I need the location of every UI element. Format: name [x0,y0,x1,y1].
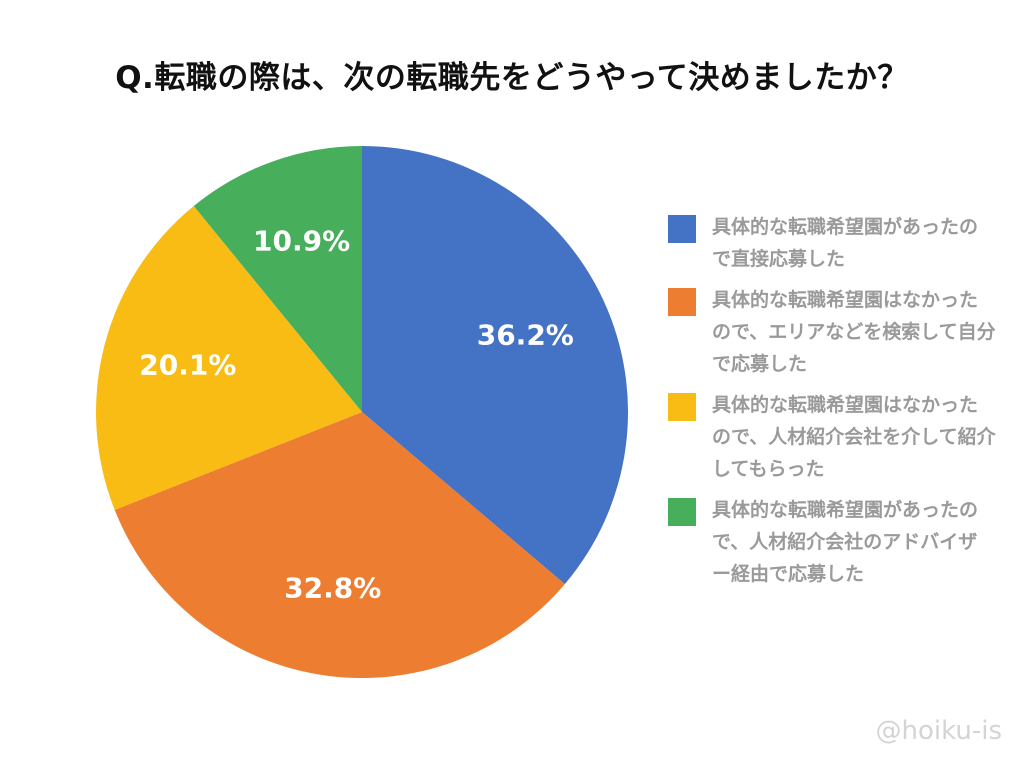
legend-swatch [668,498,696,526]
chart-title: Q.転職の際は、次の転職先をどうやって決めましたか？ [115,60,909,96]
legend-label: 具体的な転職希望園はなかったので、人材紹介会社を介して紹介してもらった [712,394,996,480]
pie-labels: 36.2% 32.8% 20.1% 10.9% [139,225,574,605]
legend-swatch [668,393,696,421]
slice-value-label: 10.9% [253,225,350,258]
pie-slice [362,146,629,585]
watermark: @hoiku-is [875,716,1003,746]
legend-item: 具体的な転職希望園はなかったので、エリアなどを検索して自分で応募した [668,284,1008,380]
legend-label: 具体的な転職希望園はなかったので、エリアなどを検索して自分で応募した [712,289,996,375]
legend-label: 具体的な転職希望園があったので直接応募した [712,216,979,270]
pie-slice [96,205,362,510]
slice-value-label: 36.2% [477,318,574,351]
legend-label: 具体的な転職希望園があったので、人材紹介会社のアドバイザー経由で応募した [712,499,979,585]
legend-item: 具体的な転職希望園はなかったので、人材紹介会社を介して紹介してもらった [668,389,1008,485]
legend-item: 具体的な転職希望園があったので直接応募した [668,211,1008,275]
legend: 具体的な転職希望園があったので直接応募した 具体的な転職希望園はなかったので、エ… [668,211,1008,599]
slice-value-label: 20.1% [139,349,236,382]
pie-slice [193,146,362,412]
pie-slice [114,412,565,679]
legend-swatch [668,288,696,316]
slice-value-label: 32.8% [284,572,381,605]
pie-slices [96,146,629,679]
legend-item: 具体的な転職希望園があったので、人材紹介会社のアドバイザー経由で応募した [668,494,1008,590]
legend-swatch [668,215,696,243]
